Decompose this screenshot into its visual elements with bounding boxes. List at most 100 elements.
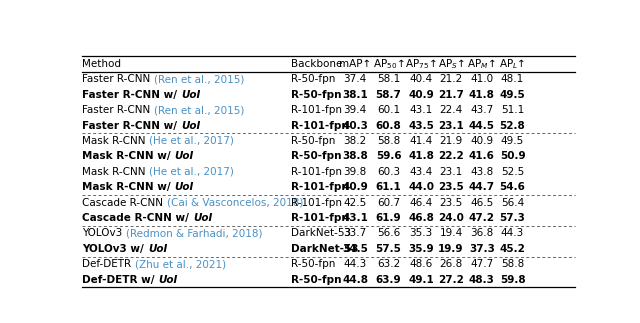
Text: 49.5: 49.5 <box>501 136 524 146</box>
Text: 43.1: 43.1 <box>410 105 433 115</box>
Text: R-50-fpn: R-50-fpn <box>291 275 341 285</box>
Text: Cascade R-CNN: Cascade R-CNN <box>83 198 167 208</box>
Text: AP$_S$↑: AP$_S$↑ <box>438 57 465 71</box>
Text: 34.5: 34.5 <box>342 244 368 254</box>
Text: 33.7: 33.7 <box>344 228 367 238</box>
Text: UoI: UoI <box>175 151 194 162</box>
Text: (He et al., 2017): (He et al., 2017) <box>149 136 234 146</box>
Text: Faster R-CNN w/: Faster R-CNN w/ <box>83 120 181 130</box>
Text: 56.6: 56.6 <box>377 228 400 238</box>
Text: 60.7: 60.7 <box>377 198 400 208</box>
Text: 39.4: 39.4 <box>344 105 367 115</box>
Text: R-101-fpn: R-101-fpn <box>291 182 349 192</box>
Text: (Ren et al., 2015): (Ren et al., 2015) <box>154 105 244 115</box>
Text: 43.5: 43.5 <box>408 120 434 130</box>
Text: 49.5: 49.5 <box>500 90 525 100</box>
Text: 37.4: 37.4 <box>344 74 367 84</box>
Text: (Redmon & Farhadi, 2018): (Redmon & Farhadi, 2018) <box>126 228 262 238</box>
Text: 41.6: 41.6 <box>469 151 495 162</box>
Text: 38.8: 38.8 <box>342 151 368 162</box>
Text: 40.3: 40.3 <box>342 120 368 130</box>
Text: UoI: UoI <box>193 213 212 223</box>
Text: UoI: UoI <box>181 90 200 100</box>
Text: R-50-fpn: R-50-fpn <box>291 74 335 84</box>
Text: 58.1: 58.1 <box>377 74 400 84</box>
Text: YOLOv3 w/: YOLOv3 w/ <box>83 244 148 254</box>
Text: 59.8: 59.8 <box>500 275 525 285</box>
Text: Def-DETR: Def-DETR <box>83 259 135 269</box>
Text: 60.3: 60.3 <box>377 167 400 177</box>
Text: 41.8: 41.8 <box>408 151 434 162</box>
Text: 44.3: 44.3 <box>344 259 367 269</box>
Text: 46.8: 46.8 <box>408 213 434 223</box>
Text: Def-DETR w/: Def-DETR w/ <box>83 275 159 285</box>
Text: R-50-fpn: R-50-fpn <box>291 90 341 100</box>
Text: 44.3: 44.3 <box>501 228 524 238</box>
Text: 36.8: 36.8 <box>470 228 493 238</box>
Text: 21.9: 21.9 <box>440 136 463 146</box>
Text: (He et al., 2017): (He et al., 2017) <box>149 167 234 177</box>
Text: 58.8: 58.8 <box>377 136 400 146</box>
Text: 57.3: 57.3 <box>500 213 525 223</box>
Text: 48.3: 48.3 <box>469 275 495 285</box>
Text: R-101-fpn: R-101-fpn <box>291 198 342 208</box>
Text: Mask R-CNN w/: Mask R-CNN w/ <box>83 182 175 192</box>
Text: 45.2: 45.2 <box>500 244 525 254</box>
Text: 46.5: 46.5 <box>470 198 493 208</box>
Text: 60.8: 60.8 <box>376 120 401 130</box>
Text: 47.2: 47.2 <box>468 213 495 223</box>
Text: R-50-fpn: R-50-fpn <box>291 259 335 269</box>
Text: 23.1: 23.1 <box>440 167 463 177</box>
Text: 59.6: 59.6 <box>376 151 401 162</box>
Text: 43.4: 43.4 <box>410 167 433 177</box>
Text: Cascade R-CNN w/: Cascade R-CNN w/ <box>83 213 193 223</box>
Text: 41.4: 41.4 <box>410 136 433 146</box>
Text: (Ren et al., 2015): (Ren et al., 2015) <box>154 74 244 84</box>
Text: 35.3: 35.3 <box>410 228 433 238</box>
Text: 47.7: 47.7 <box>470 259 493 269</box>
Text: R-101-fpn: R-101-fpn <box>291 167 342 177</box>
Text: AP$_{50}$↑: AP$_{50}$↑ <box>372 57 404 71</box>
Text: R-101-fpn: R-101-fpn <box>291 120 349 130</box>
Text: 23.5: 23.5 <box>438 182 464 192</box>
Text: 48.6: 48.6 <box>410 259 433 269</box>
Text: Faster R-CNN: Faster R-CNN <box>83 74 154 84</box>
Text: AP$_{75}$↑: AP$_{75}$↑ <box>406 57 437 71</box>
Text: R-101-fpn: R-101-fpn <box>291 105 342 115</box>
Text: 46.4: 46.4 <box>410 198 433 208</box>
Text: 52.5: 52.5 <box>501 167 524 177</box>
Text: mAP↑: mAP↑ <box>339 59 371 69</box>
Text: AP$_M$↑: AP$_M$↑ <box>467 57 496 71</box>
Text: R-50-fpn: R-50-fpn <box>291 136 335 146</box>
Text: 41.8: 41.8 <box>469 90 495 100</box>
Text: 42.5: 42.5 <box>344 198 367 208</box>
Text: UoI: UoI <box>148 244 167 254</box>
Text: UoI: UoI <box>159 275 178 285</box>
Text: 44.8: 44.8 <box>342 275 368 285</box>
Text: 50.9: 50.9 <box>500 151 525 162</box>
Text: 56.4: 56.4 <box>501 198 524 208</box>
Text: (Zhu et al., 2021): (Zhu et al., 2021) <box>135 259 226 269</box>
Text: 63.2: 63.2 <box>377 259 400 269</box>
Text: Mask R-CNN w/: Mask R-CNN w/ <box>83 151 175 162</box>
Text: 22.4: 22.4 <box>440 105 463 115</box>
Text: 61.9: 61.9 <box>376 213 401 223</box>
Text: 43.7: 43.7 <box>470 105 493 115</box>
Text: 61.1: 61.1 <box>376 182 401 192</box>
Text: 40.9: 40.9 <box>342 182 368 192</box>
Text: YOLOv3: YOLOv3 <box>83 228 126 238</box>
Text: 43.8: 43.8 <box>470 167 493 177</box>
Text: 58.8: 58.8 <box>501 259 524 269</box>
Text: 57.5: 57.5 <box>376 244 401 254</box>
Text: 21.7: 21.7 <box>438 90 464 100</box>
Text: Method: Method <box>83 59 122 69</box>
Text: 39.8: 39.8 <box>344 167 367 177</box>
Text: 37.3: 37.3 <box>469 244 495 254</box>
Text: 23.1: 23.1 <box>438 120 464 130</box>
Text: Faster R-CNN w/: Faster R-CNN w/ <box>83 90 181 100</box>
Text: 26.8: 26.8 <box>440 259 463 269</box>
Text: 52.8: 52.8 <box>500 120 525 130</box>
Text: Mask R-CNN: Mask R-CNN <box>83 136 149 146</box>
Text: (Cai & Vasconcelos, 2018): (Cai & Vasconcelos, 2018) <box>167 198 303 208</box>
Text: R-101-fpn: R-101-fpn <box>291 213 349 223</box>
